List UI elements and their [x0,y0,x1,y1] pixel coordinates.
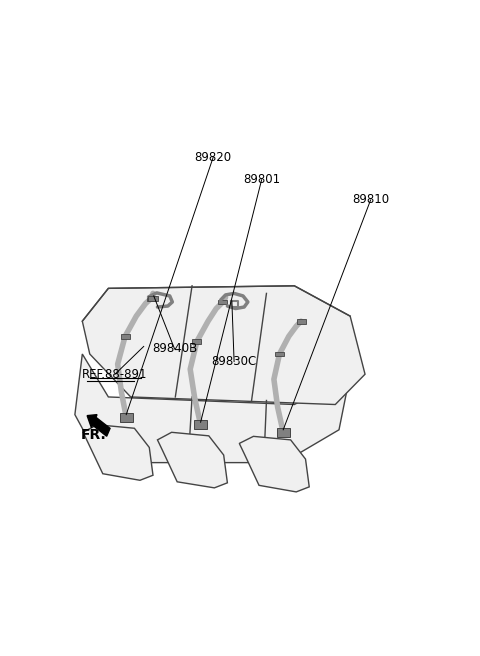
Polygon shape [276,428,290,437]
FancyArrow shape [87,415,110,436]
Polygon shape [120,334,130,338]
Polygon shape [147,296,156,301]
Text: 89820: 89820 [195,150,232,163]
Text: REF.88-891: REF.88-891 [82,368,148,380]
Polygon shape [120,413,133,422]
Polygon shape [83,286,365,405]
Text: 89840B: 89840B [152,342,197,356]
Polygon shape [240,436,309,492]
Polygon shape [157,432,228,488]
Polygon shape [275,352,284,356]
Polygon shape [192,339,202,344]
Polygon shape [148,296,158,301]
Text: 89830C: 89830C [212,355,257,368]
Polygon shape [75,354,350,462]
Polygon shape [194,420,207,429]
Polygon shape [297,319,305,323]
Text: FR.: FR. [81,428,106,442]
Text: 89810: 89810 [352,194,389,207]
Polygon shape [218,300,228,304]
Polygon shape [83,424,153,480]
Text: 89801: 89801 [243,173,280,186]
